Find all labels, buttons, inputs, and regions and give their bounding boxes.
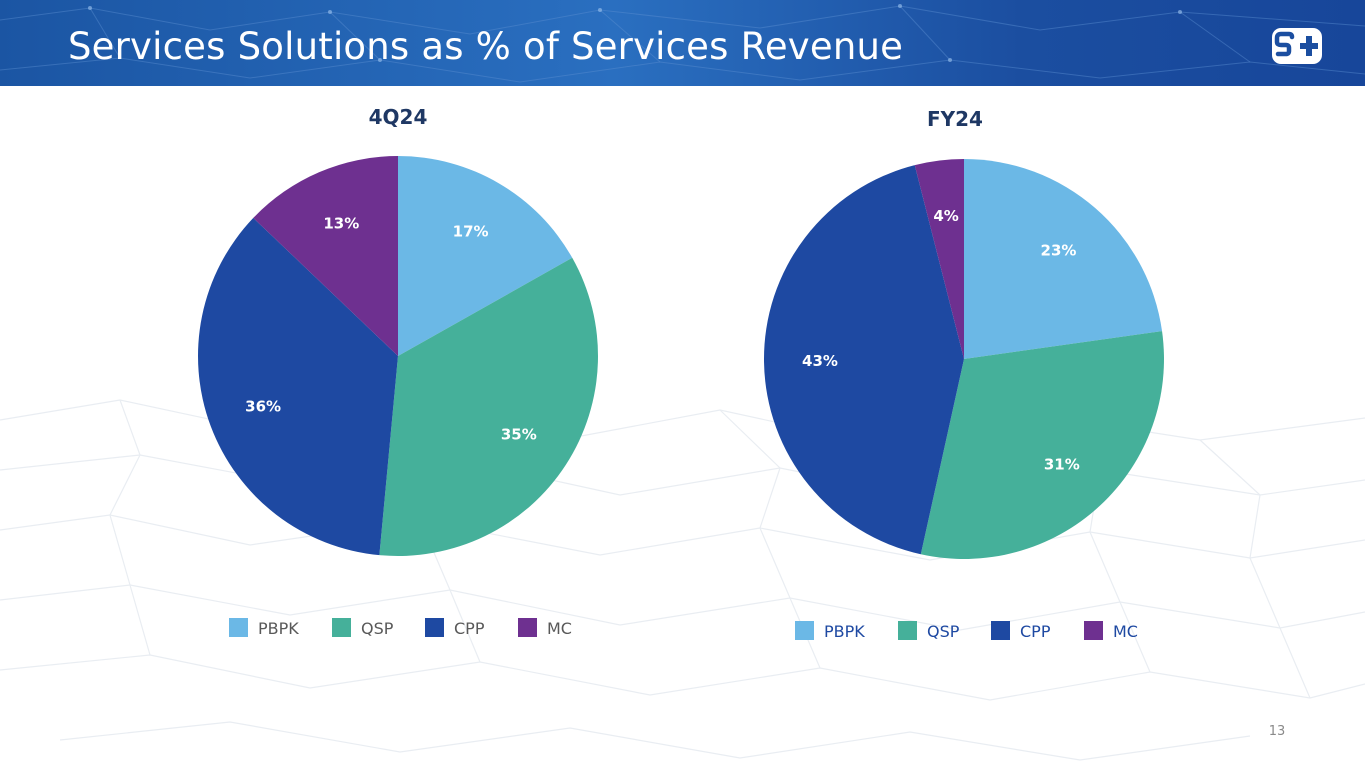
slide-header: Services Solutions as % of Services Reve… [0, 0, 1365, 86]
data-label-pbpk: 17% [453, 223, 489, 241]
legend-label-cpp: CPP [454, 619, 485, 638]
data-label-cpp: 43% [802, 352, 838, 370]
legend-4q24: PBPK QSP CPP MC [229, 618, 572, 638]
pie-slice-cpp [198, 217, 398, 556]
legend-label-cpp: CPP [1020, 622, 1051, 641]
legend-swatch-cpp [425, 618, 444, 637]
header-pattern [0, 4, 1365, 83]
legend-swatch-qsp [898, 621, 917, 640]
legend-swatch-pbpk [229, 618, 248, 637]
legend-swatch-pbpk [795, 621, 814, 640]
legend-swatch-mc [1084, 621, 1103, 640]
pie-slice-pbpk [398, 156, 573, 356]
pie-slice-qsp [379, 257, 598, 557]
legend-swatch-qsp [332, 618, 351, 637]
page-title: Services Solutions as % of Services Reve… [68, 25, 904, 68]
data-label-mc: 4% [933, 207, 958, 225]
legend-label-mc: MC [547, 619, 572, 638]
chart-title-4q24: 4Q24 [369, 105, 428, 129]
legend-label-qsp: QSP [361, 619, 394, 638]
legend-label-pbpk: PBPK [258, 619, 299, 638]
data-label-qsp: 35% [501, 425, 537, 443]
legend-swatch-cpp [991, 621, 1010, 640]
s-plus-logo-icon [1272, 28, 1322, 64]
legend-swatch-mc [518, 618, 537, 637]
pie-chart-4q24: 17% 35% 36% 13% [198, 156, 598, 557]
page-number: 13 [1268, 724, 1286, 739]
legend-fy24: PBPK QSP CPP MC [795, 621, 1138, 641]
pie-slice-pbpk [964, 159, 1163, 359]
chart-title-fy24: FY24 [927, 107, 983, 131]
data-label-cpp: 36% [245, 397, 281, 415]
legend-label-qsp: QSP [927, 622, 960, 641]
data-label-pbpk: 23% [1041, 241, 1077, 259]
pie-slice-mc [253, 156, 398, 356]
legend-label-pbpk: PBPK [824, 622, 865, 641]
data-label-qsp: 31% [1044, 456, 1080, 474]
data-label-mc: 13% [323, 215, 359, 233]
pie-slice-qsp [920, 331, 1164, 560]
pie-chart-fy24: 23% 31% 43% 4% [763, 159, 1164, 560]
pie-slice-mc [914, 159, 964, 359]
legend-label-mc: MC [1113, 622, 1138, 641]
pie-slice-cpp [763, 165, 964, 555]
